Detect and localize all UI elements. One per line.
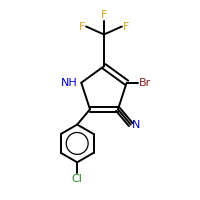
Text: Cl: Cl [72, 174, 83, 184]
Text: F: F [79, 22, 85, 32]
Text: Br: Br [139, 78, 151, 88]
Text: NH: NH [61, 78, 77, 88]
Text: F: F [101, 10, 107, 20]
Text: N: N [132, 120, 141, 130]
Text: F: F [123, 22, 129, 32]
